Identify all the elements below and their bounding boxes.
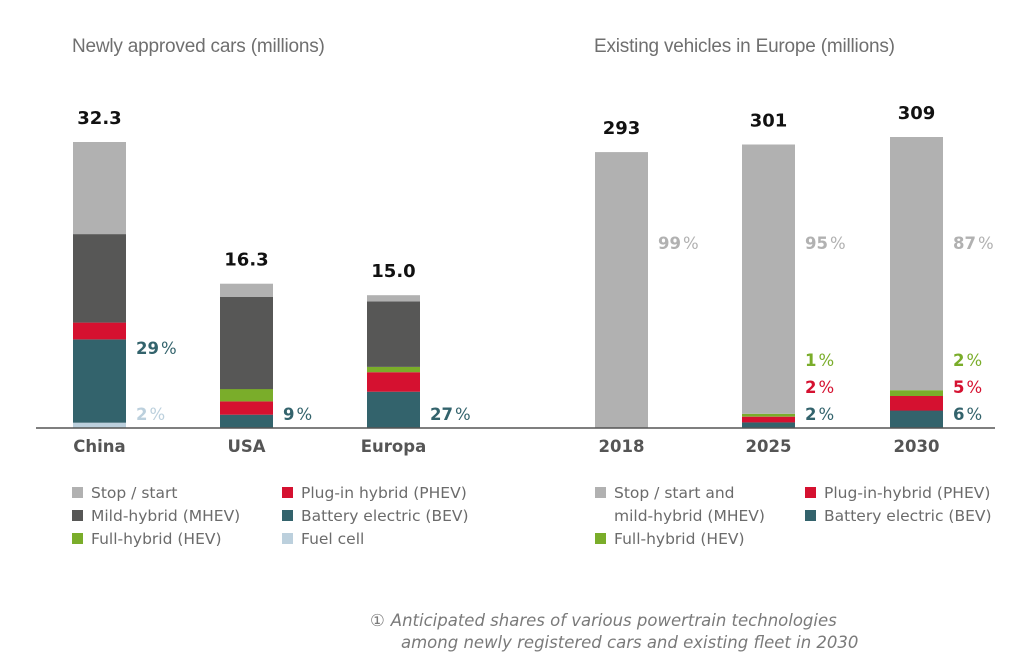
figure-caption: ① Anticipated shares of various powertrai… <box>370 610 858 654</box>
legend-swatch-bev <box>282 510 293 521</box>
legend-item-stop-start-mhev-line2: mild-hybrid (MHEV) <box>614 505 765 527</box>
bar-segment-usa-bev <box>220 414 273 428</box>
bar-segment-2030-hev <box>890 390 943 396</box>
legend-label: Mild-hybrid (MHEV) <box>91 507 241 525</box>
chart-labels: 32.3 China 16.3 USA 15.0 Europa 29 % 2% 9% 27 % 293 2… <box>73 103 993 456</box>
annotation-2030-hev: 2% <box>953 351 982 370</box>
category-label-europa: Europa <box>361 437 426 456</box>
legend-swatch-mhev <box>72 510 83 521</box>
legend-item-fuel-cell: Fuel cell <box>282 528 364 550</box>
legend-item-stop-start: Stop / start <box>72 482 177 504</box>
legend-item-hev: Full-hybrid (HEV) <box>595 528 745 550</box>
category-label-2030: 2030 <box>894 437 940 456</box>
annotation-2025-stop-start: 95% <box>805 234 846 253</box>
bar-segment-usa-hev <box>220 389 273 402</box>
bar-segment-china-fuel-cell <box>73 422 126 428</box>
bar-segment-2030-stop-start <box>890 137 943 391</box>
bar-segment-2030-phev <box>890 396 943 411</box>
category-label-2025: 2025 <box>746 437 792 456</box>
bar-segment-china-stop-start <box>73 142 126 235</box>
bar-segment-2025-bev <box>742 422 795 428</box>
annotation-2018-stop-start: 99% <box>658 234 699 253</box>
total-label-usa: 16.3 <box>224 250 268 271</box>
annotation-2030-stop-start: 87% <box>953 234 994 253</box>
legend-item-bev: Battery electric (BEV) <box>805 505 992 527</box>
bar-segment-europa-bev <box>367 391 420 428</box>
legend-swatch-hev <box>72 533 83 544</box>
legend-swatch-phev <box>282 487 293 498</box>
legend-label: Stop / start <box>91 484 178 502</box>
legend-label: Plug-in-hybrid (PHEV) <box>824 484 991 502</box>
annotation-2025-phev: 2% <box>805 378 834 397</box>
bar-segment-europa-stop-start <box>367 295 420 302</box>
total-label-2030: 309 <box>898 103 936 124</box>
total-label-2025: 301 <box>750 111 788 132</box>
legend-swatch-hev <box>595 533 606 544</box>
bar-segment-2030-bev <box>890 410 943 428</box>
legend-label: Fuel cell <box>301 530 365 548</box>
legend-swatch-stop-start-mhev <box>595 487 606 498</box>
legend-item-stop-start-mhev: Stop / start and <box>595 482 735 504</box>
annotation-europa-bev: 27% <box>430 405 471 424</box>
category-label-china: China <box>73 437 125 456</box>
annotation-usa-bev: 9% <box>283 405 312 424</box>
annotation-2025-bev: 2% <box>805 405 834 424</box>
bar-segment-europa-hev <box>367 366 420 373</box>
legend-label: Full-hybrid (HEV) <box>91 530 222 548</box>
legend-item-phev: Plug-in-hybrid (PHEV) <box>805 482 990 504</box>
legend-label: mild-hybrid (MHEV) <box>614 507 765 525</box>
bar-segment-2025-phev <box>742 416 795 423</box>
legend-swatch-stop-start <box>72 487 83 498</box>
caption-line-2: among newly registered cars and existing… <box>401 633 859 652</box>
total-label-europa: 15.0 <box>371 261 415 282</box>
legend-label: Stop / start and <box>614 484 735 502</box>
bar-segment-china-phev <box>73 322 126 340</box>
legend-swatch-phev <box>805 487 816 498</box>
bar-segment-europa-phev <box>367 372 420 392</box>
circled-one-icon: ① <box>370 611 385 630</box>
annotation-china-fuel-cell: 2% <box>136 405 165 424</box>
right-chart-title: Existing vehicles in Europe (millions) <box>594 36 895 57</box>
legend-item-mhev: Mild-hybrid (MHEV) <box>72 505 240 527</box>
legend-swatch-fuel-cell <box>282 533 293 544</box>
legend-label: Full-hybrid (HEV) <box>614 530 745 548</box>
category-label-usa: USA <box>227 437 265 456</box>
annotation-china-bev: 29% <box>136 339 177 358</box>
bar-segment-2018-stop-start <box>595 152 648 428</box>
bar-segment-europa-mhev <box>367 301 420 367</box>
legend-label: Battery electric (BEV) <box>301 507 469 525</box>
category-label-2018: 2018 <box>599 437 645 456</box>
annotation-2030-bev: 6% <box>953 405 982 424</box>
legend-label: Battery electric (BEV) <box>824 507 992 525</box>
caption-line-1: Anticipated shares of various powertrain… <box>390 611 837 630</box>
bar-segment-china-mhev <box>73 234 126 323</box>
legend-item-bev: Battery electric (BEV) <box>282 505 469 527</box>
bar-segment-usa-stop-start <box>220 283 273 297</box>
bar-segment-china-bev <box>73 339 126 423</box>
annotation-2030-phev: 5% <box>953 378 982 397</box>
left-chart-title: Newly approved cars (millions) <box>72 36 325 57</box>
total-label-china: 32.3 <box>77 108 121 129</box>
total-label-2018: 293 <box>603 118 641 139</box>
annotation-2025-hev: 1% <box>805 351 834 370</box>
bar-segment-2025-hev <box>742 413 795 417</box>
legend-swatch-bev <box>805 510 816 521</box>
bar-segment-2025-stop-start <box>742 144 795 414</box>
bar-segment-usa-mhev <box>220 297 273 390</box>
legend-item-phev: Plug-in hybrid (PHEV) <box>282 482 467 504</box>
bar-segment-usa-phev <box>220 401 273 415</box>
legend-item-hev: Full-hybrid (HEV) <box>72 528 222 550</box>
left-chart-bars <box>73 142 420 428</box>
legend-label: Plug-in hybrid (PHEV) <box>301 484 467 502</box>
right-chart-bars <box>595 137 943 428</box>
